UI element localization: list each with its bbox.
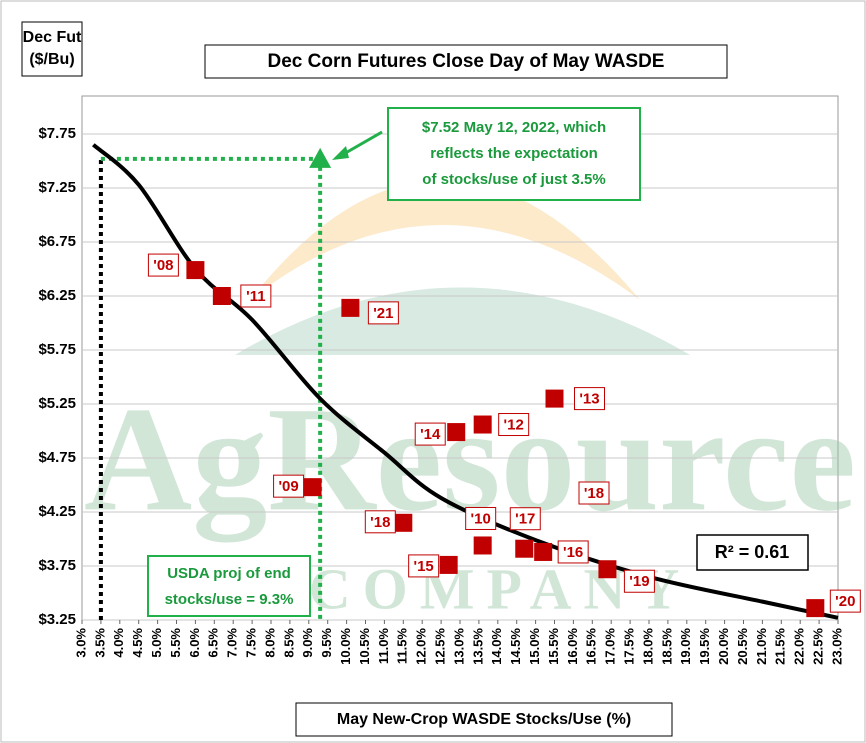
point-label: '15 — [414, 558, 434, 575]
x-tick-label: 3.0% — [73, 628, 88, 658]
data-point — [515, 540, 533, 558]
x-tick-label: 16.0% — [565, 628, 580, 665]
data-point — [440, 556, 458, 574]
x-tick-label: 7.5% — [244, 628, 259, 658]
x-tick-label: 23.0% — [829, 628, 844, 665]
y-tick-label: $6.25 — [38, 287, 76, 304]
chart: AgResource COMPANY Dec Fut ($/Bu) Dec Co… — [0, 0, 866, 743]
point-label: '12 — [504, 416, 524, 433]
point-label: '16 — [563, 544, 583, 561]
point-label: '20 — [835, 593, 855, 610]
x-tick-label: 14.0% — [489, 628, 504, 665]
x-tick-label: 16.5% — [584, 628, 599, 665]
point-label: '14 — [420, 426, 441, 443]
x-tick-label: 4.0% — [111, 628, 126, 658]
data-point — [447, 423, 465, 441]
y-tick-label: $7.25 — [38, 179, 76, 196]
x-tick-label: 12.5% — [433, 628, 448, 665]
x-tick-label: 19.5% — [697, 628, 712, 665]
x-tick-label: 20.0% — [716, 628, 731, 665]
x-tick-label: 11.5% — [395, 628, 410, 665]
chart-title: Dec Corn Futures Close Day of May WASDE — [268, 51, 665, 72]
y-tick-label: $6.75 — [38, 233, 76, 250]
x-tick-label: 12.0% — [414, 628, 429, 665]
x-tick-label: 18.0% — [640, 628, 655, 665]
x-tick-label: 9.0% — [300, 628, 315, 658]
point-label: '10 — [471, 510, 491, 527]
data-point — [304, 478, 322, 496]
x-tick-label: 8.5% — [281, 628, 296, 658]
x-tick-label: 17.0% — [603, 628, 618, 665]
point-label: '17 — [515, 511, 535, 528]
y-axis-title: ($/Bu) — [29, 51, 74, 68]
y-tick-label: $3.75 — [38, 557, 76, 574]
x-tick-label: 10.5% — [357, 628, 372, 665]
point-label: '08 — [153, 257, 173, 274]
data-point — [186, 261, 204, 279]
x-tick-label: 13.5% — [470, 628, 485, 665]
x-tick-label: 7.0% — [225, 628, 240, 658]
x-tick-label: 8.0% — [262, 628, 277, 658]
x-tick-label: 21.0% — [754, 628, 769, 665]
y-tick-label: $5.25 — [38, 395, 76, 412]
data-point — [546, 390, 564, 408]
x-tick-label: 4.5% — [130, 628, 145, 658]
x-tick-label: 3.5% — [92, 628, 107, 658]
point-label: '18 — [370, 514, 390, 531]
point-label: '13 — [579, 391, 599, 408]
y-tick-label: $5.75 — [38, 341, 76, 358]
annotation-text: stocks/use = 9.3% — [165, 591, 294, 608]
x-tick-label: 22.0% — [792, 628, 807, 665]
point-label: '11 — [246, 288, 265, 305]
annotation-text: reflects the expectation — [430, 145, 598, 162]
y-axis-title: Dec Fut — [23, 29, 82, 46]
data-point — [394, 514, 412, 532]
data-point — [341, 299, 359, 317]
y-tick-label: $4.25 — [38, 503, 76, 520]
x-tick-label: 15.5% — [546, 628, 561, 665]
point-label: '18 — [584, 485, 604, 502]
x-tick-label: 5.5% — [168, 628, 183, 658]
data-point — [474, 416, 492, 434]
r-squared: R² = 0.61 — [715, 542, 790, 562]
x-axis-title: May New-Crop WASDE Stocks/Use (%) — [337, 711, 631, 728]
x-tick-label: 14.5% — [508, 628, 523, 665]
x-tick-label: 17.5% — [622, 628, 637, 665]
x-tick-label: 5.0% — [149, 628, 164, 658]
x-tick-label: 6.5% — [206, 628, 221, 658]
annotation-text: USDA proj of end — [167, 565, 291, 582]
data-point — [806, 599, 824, 617]
x-tick-label: 6.0% — [187, 628, 202, 658]
x-tick-label: 11.0% — [376, 628, 391, 665]
data-point — [598, 560, 616, 578]
point-label: '19 — [629, 573, 649, 590]
x-tick-label: 13.0% — [451, 628, 466, 665]
annotation-text: $7.52 May 12, 2022, which — [422, 119, 606, 136]
annotation-text: of stocks/use of just 3.5% — [422, 171, 605, 188]
y-tick-label: $3.25 — [38, 611, 76, 628]
x-tick-label: 21.5% — [773, 628, 788, 665]
data-point — [534, 543, 552, 561]
x-tick-label: 20.5% — [735, 628, 750, 665]
x-tick-label: 10.0% — [338, 628, 353, 665]
x-tick-label: 19.0% — [678, 628, 693, 665]
x-tick-label: 18.5% — [659, 628, 674, 665]
y-tick-label: $7.75 — [38, 125, 76, 142]
x-tick-label: 22.5% — [811, 628, 826, 665]
point-label: '09 — [278, 478, 298, 495]
data-point — [474, 536, 492, 554]
x-tick-label: 9.5% — [319, 628, 334, 658]
x-tick-label: 15.0% — [527, 628, 542, 665]
data-point — [213, 287, 231, 305]
point-label: '21 — [373, 305, 393, 322]
y-tick-label: $4.75 — [38, 449, 76, 466]
